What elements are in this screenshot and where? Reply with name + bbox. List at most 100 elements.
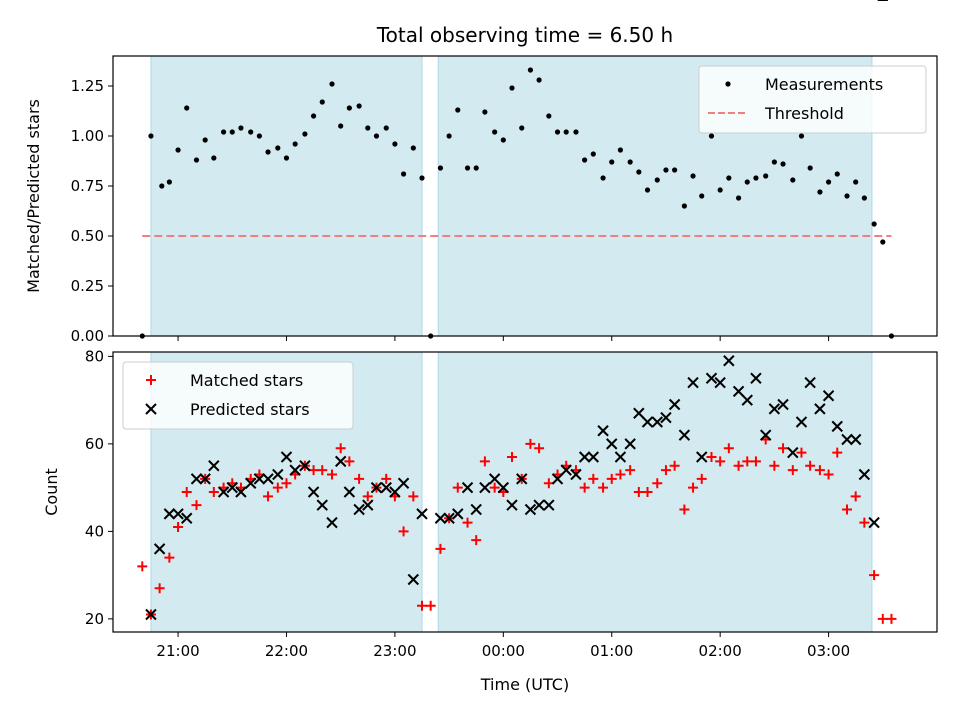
predicted-star-point xyxy=(831,420,843,433)
predicted-star-point xyxy=(714,376,726,389)
measurement-point xyxy=(319,99,325,105)
count-panel-legend: Matched stars Predicted stars xyxy=(122,361,354,430)
predicted-star-point xyxy=(506,499,518,511)
predicted-star-point xyxy=(787,446,799,459)
measurement-point xyxy=(708,133,715,139)
predicted-star-point xyxy=(624,438,636,450)
predicted-star-point xyxy=(343,486,356,498)
measurement-point xyxy=(400,171,407,177)
matched-star-point xyxy=(814,465,825,476)
measurement-point xyxy=(817,189,823,195)
predicted-star-point xyxy=(533,499,545,511)
predicted-star-point xyxy=(795,416,808,428)
predicted-star-point xyxy=(804,376,816,389)
predicted-star-point xyxy=(868,516,880,529)
predicted-star-point xyxy=(326,516,338,529)
measurement-point xyxy=(871,221,877,227)
measurement-point xyxy=(492,129,498,135)
count-panel-ylabel: Count xyxy=(42,468,61,516)
measurement-point xyxy=(582,157,588,163)
predicted-star-point xyxy=(551,473,564,485)
predicted-star-point xyxy=(678,429,691,441)
matched-star-point xyxy=(588,473,599,484)
measurement-point xyxy=(265,149,271,155)
predicted-star-point xyxy=(172,508,184,520)
observing-window-0-0 xyxy=(150,56,422,336)
measurement-point xyxy=(861,195,867,201)
predicted-star-point xyxy=(768,403,781,415)
predicted-star-point xyxy=(208,460,220,472)
measurement-point xyxy=(590,151,596,157)
predicted-star-point xyxy=(822,390,835,402)
matched-star-point xyxy=(598,482,609,493)
measurement-point xyxy=(853,179,859,185)
matched-star-point xyxy=(417,600,427,611)
y-tick-label: 80 xyxy=(85,347,104,365)
matched-star-point xyxy=(208,487,219,497)
measurement-point xyxy=(238,125,244,131)
matched-star-point xyxy=(733,460,744,471)
matched-star-point xyxy=(850,491,861,502)
measurement-point xyxy=(554,129,561,135)
matched-star-point xyxy=(679,504,690,515)
ratio-panel: 0.00 0.25 0.50 0.75 1.00 1.25 Matched/Predict… xyxy=(24,55,938,345)
matched-star-point xyxy=(154,583,165,594)
predicted-star-point xyxy=(759,429,772,441)
predicted-star-point xyxy=(334,455,347,468)
x-tick-label: 00:00 xyxy=(482,642,525,660)
matched-star-point xyxy=(381,473,392,484)
observing-window-1-1 xyxy=(438,352,872,632)
measurement-point xyxy=(807,165,813,171)
matched-star-point xyxy=(869,570,880,581)
predicted-star-point xyxy=(289,464,301,476)
legend-threshold-label: Threshold xyxy=(764,104,844,123)
predicted-star-point xyxy=(696,451,708,463)
predicted-star-point xyxy=(470,503,482,516)
predicted-star-point xyxy=(668,398,681,411)
matched-star-point xyxy=(823,469,834,480)
ratio-panel-frame xyxy=(112,55,938,337)
measurement-point xyxy=(763,173,769,179)
predicted-star-point xyxy=(723,355,735,367)
y-tick-label: 20 xyxy=(85,610,104,628)
matched-star-point xyxy=(778,443,789,454)
predicted-star-point xyxy=(389,486,401,498)
measurement-point xyxy=(527,67,534,73)
matched-star-point xyxy=(181,487,192,497)
y-tick-label: 1.25 xyxy=(71,77,104,95)
matched-star-point xyxy=(137,561,148,572)
measurement-point xyxy=(148,133,154,139)
predicted-star-point xyxy=(226,481,238,494)
measurement-point xyxy=(392,141,398,147)
predicted-star-point xyxy=(461,481,474,494)
x-axis-label: Time (UTC) xyxy=(480,675,569,694)
matched-star-point xyxy=(859,517,870,528)
predicted-star-point xyxy=(849,433,862,446)
measurement-point xyxy=(329,81,335,87)
matched-star-point xyxy=(660,465,671,476)
matched-star-point xyxy=(173,522,184,532)
predicted-star-point xyxy=(280,451,293,463)
measurement-point xyxy=(184,105,190,111)
predicted-star-point xyxy=(578,451,591,463)
count-panel: 20 40 60 80 21:00 22:00 23:00 00:00 01:00 02:00 03… xyxy=(42,0,938,660)
matched-star-point xyxy=(344,456,355,467)
measurement-point xyxy=(500,137,506,143)
measurement-point xyxy=(410,145,416,151)
measurement-point xyxy=(437,165,444,171)
matched-star-point xyxy=(317,465,328,476)
y-tick-label: 0.50 xyxy=(71,227,104,245)
measurement-point xyxy=(790,177,796,183)
measurement-point xyxy=(663,167,669,173)
predicted-star-point xyxy=(452,508,464,520)
matched-star-point xyxy=(669,460,680,471)
measurement-point xyxy=(166,179,172,185)
measurement-point xyxy=(464,165,471,171)
matched-star-point xyxy=(742,456,753,467)
matched-star-point xyxy=(263,491,274,502)
matched-star-point xyxy=(696,473,707,484)
measurement-point xyxy=(193,157,200,163)
measurement-point xyxy=(609,159,615,165)
measurement-point xyxy=(690,173,696,179)
